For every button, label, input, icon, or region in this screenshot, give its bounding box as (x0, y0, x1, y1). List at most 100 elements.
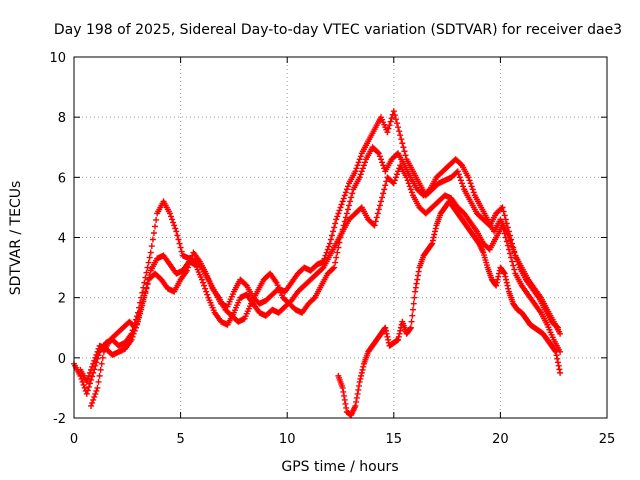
plot-marker (502, 273, 509, 280)
plot-marker (470, 189, 477, 196)
data-point (407, 324, 414, 331)
data-point (395, 336, 402, 343)
plot-marker (89, 399, 96, 406)
plot-marker (242, 281, 249, 288)
plot-marker (188, 255, 195, 262)
plot-marker (319, 265, 326, 272)
data-point (397, 132, 404, 139)
plot-marker (133, 320, 140, 327)
plot-marker (358, 372, 365, 379)
plot-marker (85, 383, 92, 390)
data-point (198, 276, 205, 283)
plot-marker (332, 220, 339, 227)
plot-marker (92, 390, 99, 397)
plot-marker (186, 261, 193, 268)
plot-marker (338, 201, 345, 208)
plot-marker (432, 225, 439, 232)
x-tick-label: 5 (176, 432, 184, 447)
plot-marker (402, 152, 409, 159)
plot-marker (168, 213, 175, 220)
plot-marker (353, 165, 360, 172)
plot-marker (386, 122, 393, 129)
data-point (147, 249, 154, 256)
plot-marker (176, 240, 183, 247)
data-point (352, 402, 359, 409)
data-point (132, 324, 139, 331)
data-point (83, 378, 90, 385)
data-point (501, 270, 508, 277)
plot-marker (356, 156, 363, 163)
plot-marker (431, 231, 438, 238)
plot-marker (407, 325, 414, 332)
plot-marker (96, 372, 103, 379)
plot-marker (348, 194, 355, 201)
data-point (83, 390, 90, 397)
data-point (552, 348, 559, 355)
plot-marker (411, 294, 418, 301)
y-tick-label: 0 (58, 352, 66, 367)
plot-marker (360, 162, 367, 169)
plot-marker (383, 178, 390, 185)
data-point (352, 168, 359, 175)
plot-marker (334, 249, 341, 256)
plot-marker (429, 237, 436, 244)
data-point (371, 222, 378, 229)
plot-marker (146, 254, 153, 261)
plot-marker (337, 204, 344, 211)
data-point (382, 324, 389, 331)
plot-marker (357, 171, 364, 178)
plot-marker (395, 333, 402, 340)
data-point (503, 228, 510, 235)
plot-marker (508, 254, 515, 261)
plot-marker (310, 295, 317, 302)
plot-marker (553, 352, 560, 359)
data-point (339, 198, 346, 205)
plot-marker (342, 400, 349, 407)
plot-marker (501, 212, 508, 219)
plot-marker (412, 284, 419, 291)
plot-marker (467, 180, 474, 187)
plot-marker (81, 384, 88, 391)
plot-marker (375, 206, 382, 213)
y-tick-label: 2 (58, 292, 66, 307)
plot-marker (336, 239, 343, 246)
plot-marker (142, 288, 149, 295)
data-point (384, 129, 391, 136)
plot-marker (391, 177, 398, 184)
plot-marker (202, 285, 209, 292)
x-tick-label: 25 (599, 432, 616, 447)
plot-marker (504, 231, 511, 238)
data-point (390, 180, 397, 187)
plot-marker (338, 230, 345, 237)
data-point (429, 240, 436, 247)
plot-marker (408, 318, 415, 325)
plot-marker (393, 120, 400, 127)
data-point (493, 282, 500, 289)
data-point (333, 216, 340, 223)
plot-marker (86, 369, 93, 376)
plot-marker (409, 306, 416, 313)
data-point (378, 198, 385, 205)
plot-marker (129, 333, 136, 340)
plot-marker (93, 351, 100, 358)
data-point (390, 108, 397, 115)
plot-marker (410, 300, 417, 307)
plot-marker (94, 348, 101, 355)
plot-marker (503, 238, 510, 245)
plot-marker (130, 330, 137, 337)
plot-marker (340, 222, 347, 229)
plot-marker (395, 124, 402, 131)
plot-marker (91, 393, 98, 400)
plot-marker (392, 174, 399, 181)
plot-marker (357, 375, 364, 382)
plot-marker (498, 205, 505, 212)
data-point (454, 168, 461, 175)
plot-marker (144, 264, 151, 271)
y-axis-ticks: -2 0 2 4 6 8 10 (49, 51, 607, 427)
data-point (88, 402, 95, 409)
plot-marker (141, 292, 148, 299)
plot-marker (347, 198, 354, 205)
plot-marker (509, 243, 516, 250)
plot-marker (140, 296, 147, 303)
